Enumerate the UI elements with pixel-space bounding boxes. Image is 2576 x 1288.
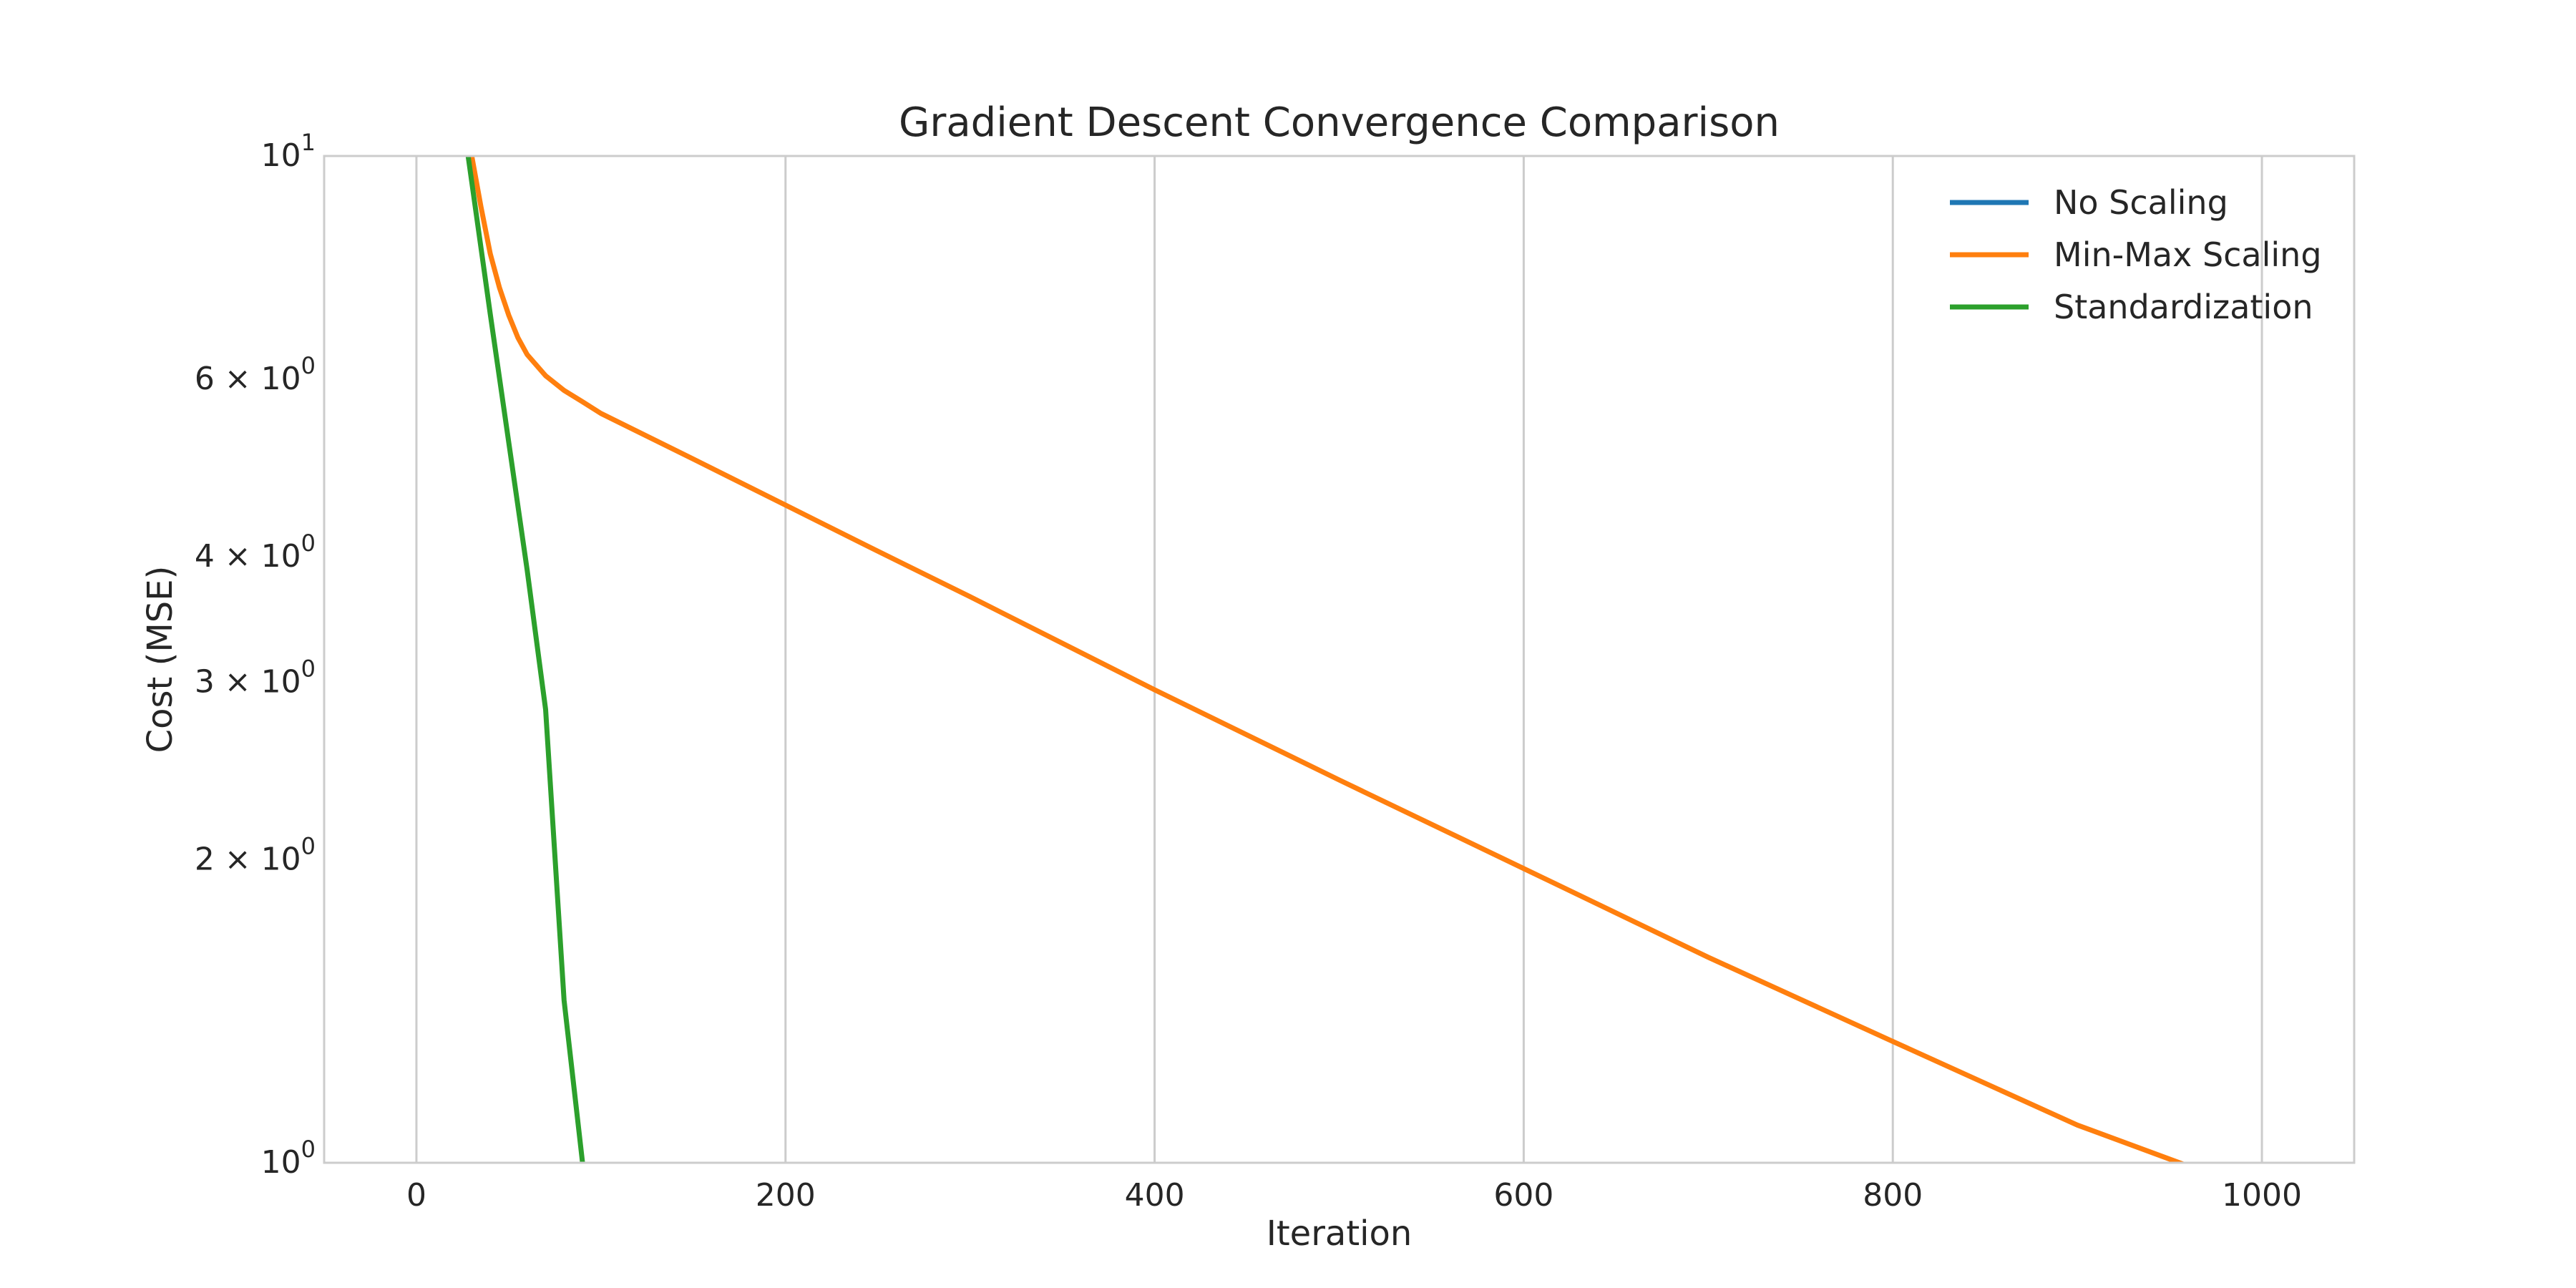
x-tick-label: 200 <box>756 1177 816 1214</box>
legend-label-2: Standardization <box>2054 288 2313 326</box>
x-tick-label: 600 <box>1493 1177 1553 1214</box>
y-axis-label: Cost (MSE) <box>140 566 180 753</box>
x-axis-label: Iteration <box>1267 1214 1413 1254</box>
x-tick-label: 800 <box>1863 1177 1923 1214</box>
legend-label-0: No Scaling <box>2054 183 2228 222</box>
x-tick-label: 1000 <box>2222 1177 2302 1214</box>
x-tick-label: 0 <box>406 1177 426 1214</box>
legend-label-1: Min-Max Scaling <box>2054 235 2322 274</box>
chart-title: Gradient Descent Convergence Comparison <box>899 99 1780 146</box>
x-tick-label: 400 <box>1125 1177 1185 1214</box>
